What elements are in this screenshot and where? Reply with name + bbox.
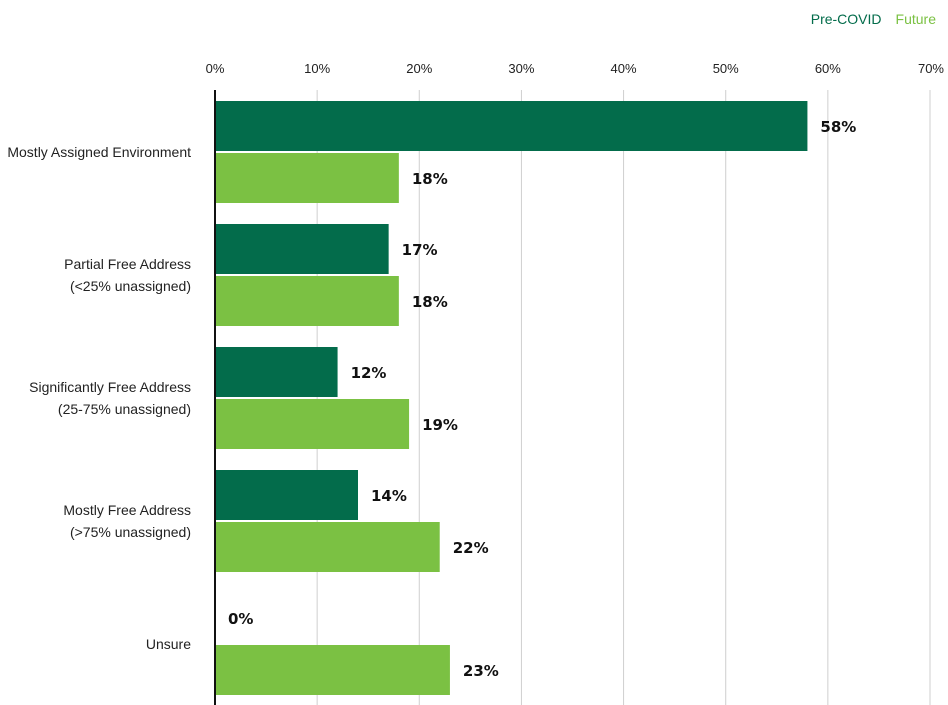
x-tick-label: 70% bbox=[918, 61, 944, 76]
x-tick-label: 60% bbox=[815, 61, 841, 76]
value-label: 17% bbox=[402, 241, 438, 259]
value-label: 23% bbox=[463, 662, 499, 680]
x-tick-label: 10% bbox=[304, 61, 330, 76]
gridlines bbox=[316, 90, 931, 705]
category-label: Mostly Assigned Environment bbox=[7, 144, 191, 160]
x-tick-label: 30% bbox=[508, 61, 534, 76]
value-label: 14% bbox=[371, 487, 407, 505]
legend-item-0: Pre-COVID bbox=[811, 11, 882, 27]
category-label: Unsure bbox=[146, 636, 191, 652]
bars bbox=[215, 101, 808, 695]
value-label: 58% bbox=[820, 118, 856, 136]
bar-future bbox=[215, 645, 450, 695]
bar-pre-covid bbox=[215, 224, 389, 274]
value-label: 0% bbox=[228, 610, 253, 628]
x-axis-ticks: 0% 10% 20% 30% 40% 50% 60% 70% bbox=[206, 61, 945, 76]
category-label: Partial Free Address (<25% unassigned) bbox=[64, 256, 191, 294]
bar-future bbox=[215, 276, 399, 326]
legend: Future Pre-COVID bbox=[811, 11, 936, 27]
value-label: 12% bbox=[351, 364, 387, 382]
bar-pre-covid bbox=[215, 101, 808, 151]
bar-future bbox=[215, 153, 399, 203]
value-label: 22% bbox=[453, 539, 489, 557]
value-label: 18% bbox=[412, 170, 448, 188]
category-label: Significantly Free Address (25-75% unassi… bbox=[29, 379, 191, 417]
bar-future bbox=[215, 399, 410, 449]
x-tick-label: 20% bbox=[406, 61, 432, 76]
bar-future bbox=[215, 522, 440, 572]
category-label: Mostly Free Address (>75% unassigned) bbox=[63, 502, 191, 540]
bar-pre-covid bbox=[215, 470, 358, 520]
x-tick-label: 0% bbox=[206, 61, 225, 76]
legend-item-1: Future bbox=[896, 11, 937, 27]
x-tick-label: 40% bbox=[611, 61, 637, 76]
value-labels: 58% 18% 17% 18% 12% 19% 14% 22% 0% 23% bbox=[228, 118, 856, 680]
value-label: 19% bbox=[422, 416, 458, 434]
category-labels: Mostly Assigned Environment Partial Free … bbox=[7, 144, 191, 652]
value-label: 18% bbox=[412, 293, 448, 311]
bar-pre-covid bbox=[215, 347, 338, 397]
x-tick-label: 50% bbox=[713, 61, 739, 76]
